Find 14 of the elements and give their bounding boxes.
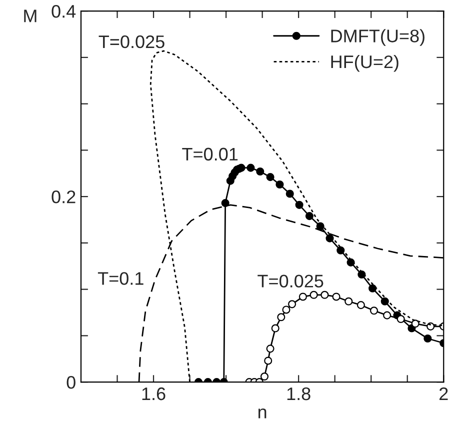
annotation: T=0.01 bbox=[182, 148, 238, 161]
legend-label: HF(U=2) bbox=[331, 54, 398, 72]
legend-label: DMFT(U=8) bbox=[331, 29, 424, 46]
annotation: T=0.025 bbox=[98, 35, 164, 48]
y-axis-title: M bbox=[24, 10, 36, 22]
y-tick-label: 0 bbox=[66, 376, 76, 389]
annotation: T=0.1 bbox=[98, 272, 144, 285]
x-axis-title: n bbox=[258, 408, 266, 418]
x-tick-label: 1.6 bbox=[142, 387, 166, 400]
x-tick-label: 1.8 bbox=[287, 387, 310, 400]
y-tick-label: 0.2 bbox=[52, 190, 76, 204]
x-tick-label: 2 bbox=[440, 387, 448, 400]
y-tick-label: 0.4 bbox=[52, 4, 76, 18]
annotation: T=0.025 bbox=[258, 274, 324, 288]
